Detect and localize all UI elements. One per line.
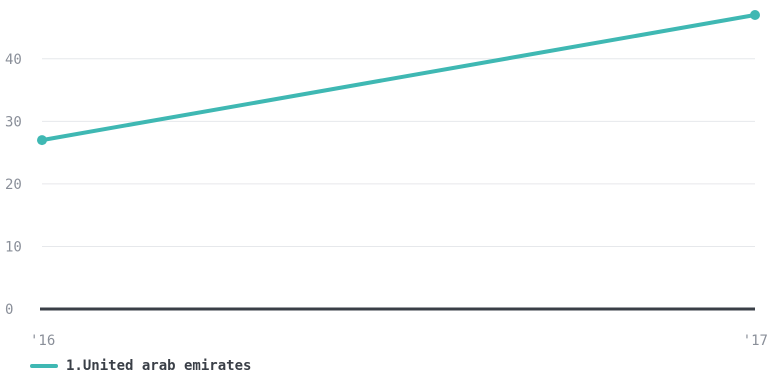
series-group [37,10,760,146]
y-tick-label: 40 [5,52,22,68]
data-point[interactable] [37,135,47,146]
y-tick-label: 30 [5,114,22,130]
y-tick-label: 20 [5,177,22,193]
series-line [40,13,757,143]
x-tick-label: '17 [743,333,768,349]
legend-swatch [30,364,58,368]
x-axis-ticks: '16 '17 [30,333,768,349]
y-axis-ticks: 0 10 20 30 40 [5,52,22,318]
data-point[interactable] [750,10,760,20]
y-tick-label: 0 [5,302,13,318]
gridlines [42,58,755,247]
legend-label: 1.United arab emirates [66,358,252,374]
x-tick-label: '16 [30,333,55,349]
y-tick-label: 10 [5,239,22,255]
legend: 1.United arab emirates [30,358,251,374]
